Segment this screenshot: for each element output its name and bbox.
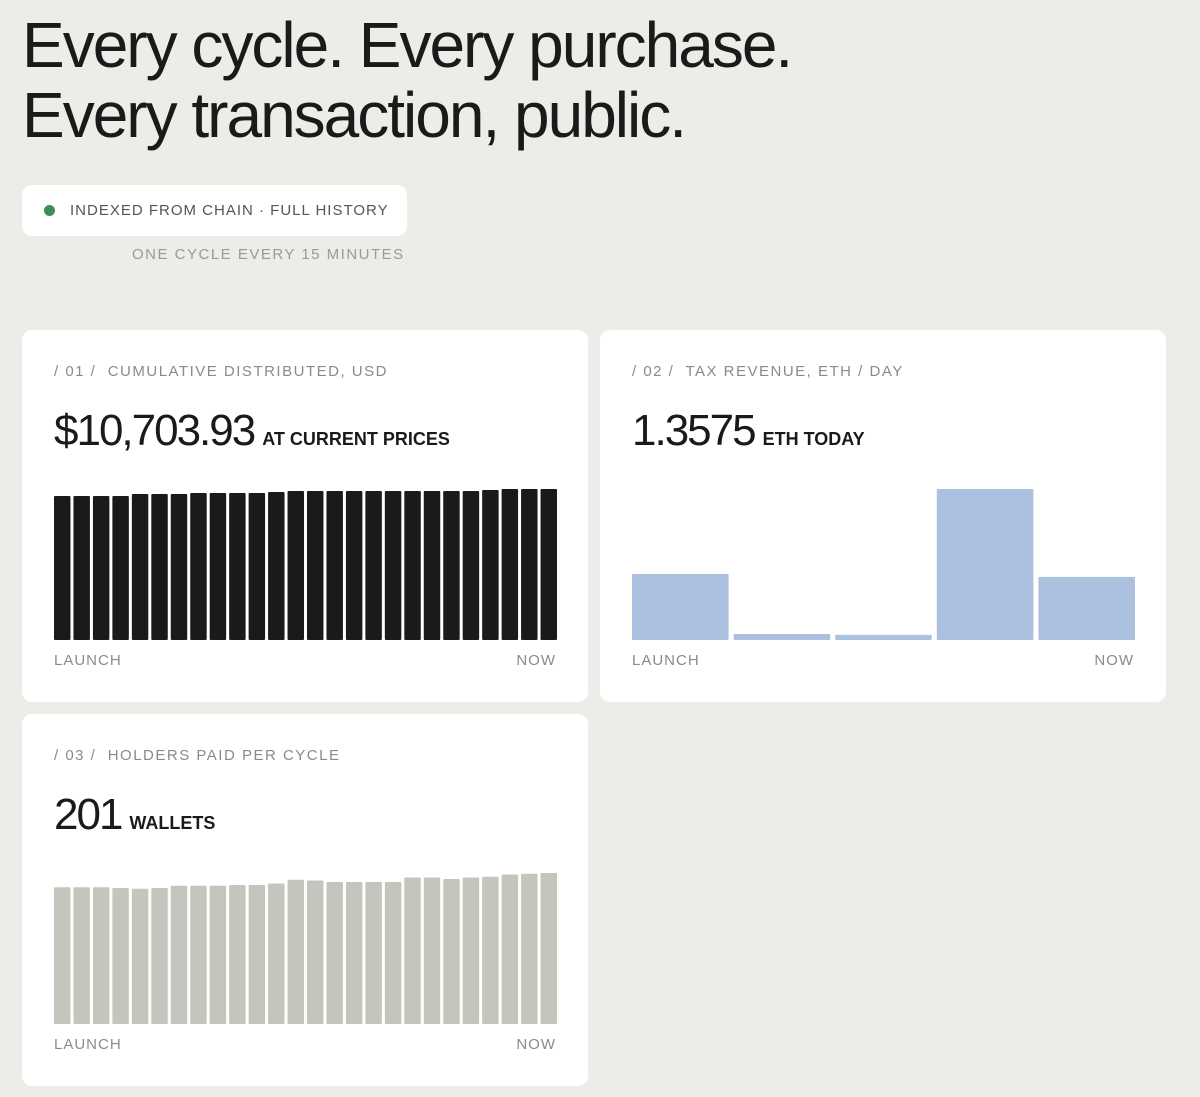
bar [92, 887, 110, 1024]
status-badge: INDEXED FROM CHAIN · FULL HISTORY [22, 185, 407, 236]
bar [131, 493, 149, 640]
bar [423, 877, 441, 1024]
card-title: TAX REVENUE, ETH / DAY [685, 363, 904, 380]
card-title: HOLDERS PAID PER CYCLE [107, 747, 341, 764]
bar [307, 491, 324, 640]
bar [384, 882, 402, 1024]
bar [521, 873, 538, 1024]
axis-start-label: LAUNCH [54, 652, 122, 669]
bar [112, 888, 129, 1024]
metric-card: / 02 / TAX REVENUE, ETH / DAY 1.3575 ETH T… [600, 330, 1166, 702]
bar [92, 495, 110, 640]
bar [190, 885, 207, 1024]
axis-end-label: NOW [516, 1036, 556, 1053]
bar [190, 493, 207, 640]
axis-end-label: NOW [1094, 652, 1134, 669]
bar [501, 874, 519, 1024]
card-index: / 02 / [632, 363, 675, 380]
bar [1038, 576, 1135, 640]
value-unit: WALLETS [129, 813, 216, 833]
bar [462, 877, 480, 1024]
bar [423, 491, 441, 640]
bar [326, 491, 343, 640]
bar [73, 887, 90, 1024]
bar [345, 491, 363, 640]
bar-chart [54, 873, 557, 1024]
bar [151, 888, 168, 1024]
bar [835, 634, 932, 640]
bar [229, 885, 246, 1024]
card-label: / 02 / TAX REVENUE, ETH / DAY [632, 363, 904, 380]
bar [112, 495, 129, 640]
bar [521, 489, 538, 640]
value: $10,703.93 [54, 406, 256, 455]
bar [170, 885, 188, 1024]
bar [54, 887, 71, 1024]
bar [131, 888, 149, 1024]
axis-start-label: LAUNCH [54, 1036, 122, 1053]
card-value: 201 WALLETS [54, 790, 215, 840]
bar [151, 493, 168, 640]
metric-card: / 01 / CUMULATIVE DISTRIBUTED, USD $10,70… [22, 330, 588, 702]
card-label: / 03 / HOLDERS PAID PER CYCLE [54, 747, 340, 764]
bar [209, 885, 227, 1024]
bar [482, 876, 499, 1024]
badge-text: INDEXED FROM CHAIN · FULL HISTORY [70, 202, 389, 219]
bar [287, 491, 304, 640]
bar [443, 879, 460, 1024]
bar-chart [632, 489, 1135, 640]
bar [482, 490, 499, 640]
bar [248, 493, 266, 640]
axis-end-label: NOW [516, 652, 556, 669]
bar [345, 882, 363, 1024]
bar [73, 495, 90, 640]
bar [540, 489, 557, 640]
value: 201 [54, 790, 123, 839]
value: 1.3575 [632, 406, 757, 455]
card-value: 1.3575 ETH TODAY [632, 406, 865, 456]
value-unit: ETH TODAY [762, 429, 865, 449]
bar [462, 491, 480, 640]
value-unit: AT CURRENT PRICES [262, 429, 450, 449]
bar [307, 880, 324, 1024]
bar [365, 882, 382, 1024]
bar [287, 879, 304, 1024]
bar [54, 495, 71, 640]
axis-start-label: LAUNCH [632, 652, 700, 669]
bar [384, 491, 402, 640]
bar [936, 489, 1034, 640]
bar [365, 491, 382, 640]
headline-line: Every transaction, public. [22, 79, 687, 151]
bar [170, 493, 188, 640]
bar [540, 873, 557, 1024]
bar [229, 493, 246, 640]
headline-line: Every cycle. Every purchase. [22, 9, 793, 81]
bar [248, 885, 266, 1024]
bar [632, 574, 729, 640]
status-dot [44, 205, 55, 216]
metric-card: / 03 / HOLDERS PAID PER CYCLE 201 WALLETS L… [22, 714, 588, 1086]
card-title: CUMULATIVE DISTRIBUTED, USD [107, 363, 388, 380]
bar [501, 489, 519, 640]
subtitle: ONE CYCLE EVERY 15 MINUTES [132, 246, 405, 263]
card-index: / 01 / [54, 363, 97, 380]
bar [443, 491, 460, 640]
bar [209, 493, 227, 640]
bar [404, 491, 421, 640]
bar [326, 882, 343, 1024]
card-index: / 03 / [54, 747, 97, 764]
bar [404, 877, 421, 1024]
card-label: / 01 / CUMULATIVE DISTRIBUTED, USD [54, 363, 388, 380]
headline: Every cycle. Every purchase. Every trans… [22, 9, 793, 151]
bar [268, 883, 285, 1024]
bar [733, 633, 831, 640]
bar [268, 492, 285, 640]
card-value: $10,703.93 AT CURRENT PRICES [54, 406, 450, 456]
bar-chart [54, 489, 557, 640]
